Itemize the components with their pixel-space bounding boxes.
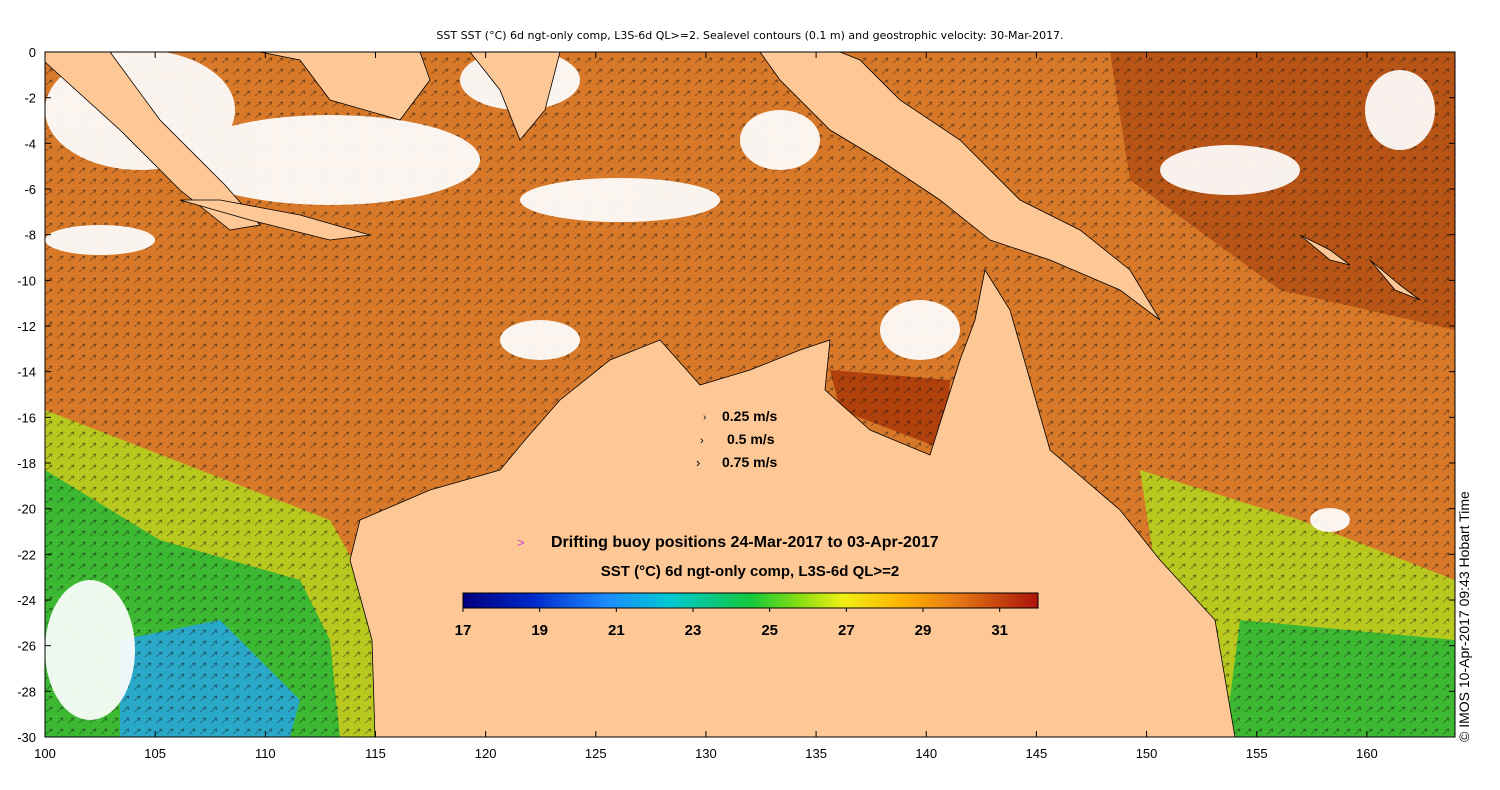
copyright-timestamp: © IMOS 10-Apr-2017 09:43 Hobart Time (1456, 491, 1472, 742)
y-tick-label: -4 (24, 136, 36, 151)
colorbar-tick-label: 19 (531, 622, 548, 639)
x-tick-label: 130 (695, 746, 717, 761)
x-tick-label: 135 (805, 746, 827, 761)
y-tick-label: -28 (17, 684, 36, 699)
y-tick-label: -8 (24, 228, 36, 243)
buoy-marker-icon: > (517, 535, 525, 550)
x-tick-label: 110 (255, 746, 276, 761)
y-tick-label: -6 (24, 182, 36, 197)
y-tick-label: -26 (17, 639, 36, 654)
colorbar-tick-label: 27 (838, 622, 855, 639)
x-tick-label: 115 (365, 746, 386, 761)
colorbar-tick-label: 21 (608, 622, 625, 639)
colorbar-tick-label: 17 (455, 622, 472, 639)
x-axis: 100 105 110 115 120 125 130 135 140 145 150 155 160 (34, 52, 1378, 761)
y-tick-label: -10 (17, 273, 36, 288)
y-tick-label: -20 (17, 502, 36, 517)
velocity-legend: › 0.25 m/s › 0.5 m/s › 0.75 m/s (696, 408, 777, 470)
x-tick-label: 125 (585, 746, 607, 761)
y-tick-label: -30 (17, 730, 36, 745)
velocity-label-05: 0.5 m/s (727, 431, 775, 447)
x-tick-label: 150 (1136, 746, 1158, 761)
y-tick-label: -2 (24, 91, 36, 106)
x-tick-label: 155 (1246, 746, 1268, 761)
y-tick-label: -22 (17, 547, 36, 562)
velocity-arrow-icon: › (703, 412, 706, 423)
y-tick-label: -24 (17, 593, 36, 608)
buoy-legend: > Drifting buoy positions 24-Mar-2017 to… (517, 534, 939, 551)
velocity-label-025: 0.25 m/s (722, 408, 777, 424)
velocity-label-075: 0.75 m/s (722, 454, 777, 470)
y-tick-label: -12 (17, 319, 36, 334)
velocity-arrow-icon: › (696, 455, 700, 470)
x-tick-label: 120 (475, 746, 497, 761)
colorbar-title: SST (°C) 6d ngt-only comp, L3S-6d QL>=2 (601, 563, 900, 580)
x-tick-label: 160 (1356, 746, 1378, 761)
velocity-arrow-icon: › (700, 435, 704, 447)
x-tick-label: 100 (34, 746, 56, 761)
y-tick-label: -14 (17, 365, 36, 380)
colorbar-tick-label: 29 (915, 622, 932, 639)
map-area (44, 50, 1456, 738)
y-tick-label: 0 (29, 45, 36, 60)
colorbar-tick-label: 23 (685, 622, 702, 639)
colorbar-gradient (462, 592, 1039, 609)
x-tick-label: 140 (915, 746, 937, 761)
x-tick-label: 145 (1026, 746, 1048, 761)
colorbar-tick-label: 31 (991, 622, 1008, 639)
colorbar-tick-label: 25 (761, 622, 778, 639)
map-title: SST SST (°C) 6d ngt-only comp, L3S-6d QL… (436, 29, 1064, 42)
y-axis: 0 -2 -4 -6 -8 -10 -12 -14 -16 -18 -20 -22 -24 -26 -28 -… (17, 45, 1455, 745)
buoy-legend-text: Drifting buoy positions 24-Mar-2017 to 0… (551, 534, 939, 551)
y-tick-label: -18 (17, 456, 36, 471)
colorbar: SST (°C) 6d ngt-only comp, L3S-6d QL>=2 … (455, 563, 1039, 639)
x-tick-label: 105 (144, 746, 166, 761)
y-tick-label: -16 (17, 410, 36, 425)
